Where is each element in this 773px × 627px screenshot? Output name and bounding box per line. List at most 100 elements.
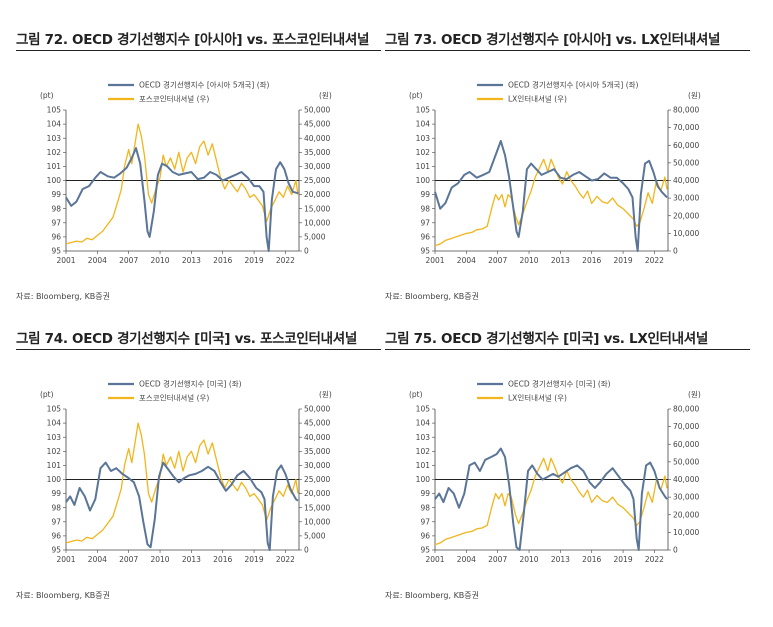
right-tick-label: 20,000 bbox=[673, 510, 699, 519]
x-tick-label: 2007 bbox=[119, 256, 138, 265]
right-tick-label: 70,000 bbox=[673, 422, 699, 431]
right-tick-label: 45,000 bbox=[304, 120, 330, 129]
right-tick-label: 30,000 bbox=[673, 194, 699, 203]
left-tick-label: 99 bbox=[420, 190, 430, 199]
left-tick-label: 105 bbox=[47, 405, 62, 414]
legend-label-2: LX인터내셔널 (우) bbox=[508, 94, 567, 104]
right-tick-label: 60,000 bbox=[673, 440, 699, 449]
source-note: 자료: Bloomberg, KB증권 bbox=[385, 591, 480, 600]
left-tick-label: 103 bbox=[47, 433, 62, 442]
left-tick-label: 95 bbox=[51, 546, 61, 555]
title-divider bbox=[16, 349, 381, 350]
x-tick-label: 2001 bbox=[56, 256, 75, 265]
left-tick-label: 102 bbox=[416, 148, 431, 157]
legend-label-1: OECD 경기선행지수 [아시아 5개국] (좌) bbox=[139, 80, 270, 90]
left-tick-label: 105 bbox=[47, 106, 62, 115]
x-tick-label: 2013 bbox=[551, 256, 570, 265]
left-tick-label: 102 bbox=[47, 148, 62, 157]
left-tick-label: 99 bbox=[51, 489, 61, 498]
stock-price-series-line bbox=[65, 123, 299, 245]
left-tick-label: 101 bbox=[47, 461, 62, 470]
legend-label-1: OECD 경기선행지수 [아시아 5개국] (좌) bbox=[508, 80, 639, 90]
right-tick-label: 30,000 bbox=[304, 461, 330, 470]
right-tick-label: 50,000 bbox=[673, 158, 699, 167]
right-tick-label: 10,000 bbox=[304, 517, 330, 526]
right-tick-label: 80,000 bbox=[673, 106, 699, 115]
right-tick-label: 20,000 bbox=[304, 190, 330, 199]
left-tick-label: 98 bbox=[51, 503, 61, 512]
left-tick-label: 101 bbox=[416, 162, 431, 171]
figure-title: 그림 75. OECD 경기선행지수 [미국] vs. LX인터내셔널 bbox=[385, 331, 709, 347]
right-tick-label: 10,000 bbox=[304, 218, 330, 227]
oecd-series-line bbox=[65, 147, 299, 252]
x-tick-label: 2010 bbox=[150, 256, 169, 265]
left-tick-label: 104 bbox=[47, 120, 62, 129]
right-tick-label: 0 bbox=[673, 247, 678, 256]
left-tick-label: 95 bbox=[420, 546, 430, 555]
left-tick-label: 100 bbox=[47, 176, 62, 185]
x-tick-label: 2007 bbox=[119, 555, 138, 564]
chart-figure-74: (pt) (원) 95 96 97 98 99 100 101 102 103 104 105 0 5,00… bbox=[40, 379, 332, 564]
right-tick-label: 50,000 bbox=[304, 405, 330, 414]
x-tick-label: 2016 bbox=[213, 256, 232, 265]
left-tick-label: 95 bbox=[420, 247, 430, 256]
left-tick-label: 102 bbox=[416, 447, 431, 456]
left-axis-unit: (pt) bbox=[40, 390, 54, 399]
x-tick-label: 2022 bbox=[645, 256, 664, 265]
x-tick-label: 2022 bbox=[276, 256, 295, 265]
left-tick-label: 98 bbox=[420, 204, 430, 213]
right-tick-label: 10,000 bbox=[673, 528, 699, 537]
right-tick-label: 50,000 bbox=[304, 106, 330, 115]
right-tick-label: 70,000 bbox=[673, 123, 699, 132]
right-tick-label: 25,000 bbox=[304, 475, 330, 484]
right-tick-label: 40,000 bbox=[673, 475, 699, 484]
right-tick-label: 50,000 bbox=[673, 457, 699, 466]
right-tick-label: 40,000 bbox=[304, 433, 330, 442]
x-tick-label: 2010 bbox=[150, 555, 169, 564]
legend-label-2: 포스코인터내셔널 (우) bbox=[139, 94, 209, 104]
right-tick-label: 5,000 bbox=[304, 532, 326, 541]
chart-figure-73: (pt) (원) 95 96 97 98 99 100 101 102 103 104 105 0 10,0… bbox=[409, 80, 701, 265]
x-tick-label: 2013 bbox=[551, 555, 570, 564]
title-divider bbox=[385, 50, 750, 51]
oecd-series-line bbox=[434, 140, 668, 252]
stock-price-series-line bbox=[434, 457, 668, 546]
left-axis-unit: (pt) bbox=[409, 91, 423, 100]
left-tick-label: 100 bbox=[47, 475, 62, 484]
left-tick-label: 105 bbox=[416, 405, 431, 414]
right-tick-label: 35,000 bbox=[304, 148, 330, 157]
left-tick-label: 104 bbox=[416, 120, 431, 129]
left-tick-label: 97 bbox=[420, 218, 430, 227]
right-tick-label: 0 bbox=[673, 546, 678, 555]
right-tick-label: 20,000 bbox=[673, 211, 699, 220]
right-tick-label: 40,000 bbox=[673, 176, 699, 185]
x-tick-label: 2001 bbox=[56, 555, 75, 564]
right-tick-label: 45,000 bbox=[304, 419, 330, 428]
oecd-series-line bbox=[65, 461, 299, 551]
left-tick-label: 103 bbox=[416, 433, 431, 442]
right-axis-unit: (원) bbox=[688, 91, 701, 100]
right-tick-label: 15,000 bbox=[304, 204, 330, 213]
x-tick-label: 2001 bbox=[425, 555, 444, 564]
left-tick-label: 96 bbox=[420, 532, 430, 541]
right-axis-unit: (원) bbox=[319, 91, 332, 100]
figure-title: 그림 72. OECD 경기선행지수 [아시아] vs. 포스코인터내셔널 bbox=[16, 32, 370, 48]
left-tick-label: 98 bbox=[51, 204, 61, 213]
x-tick-label: 2010 bbox=[519, 256, 538, 265]
left-tick-label: 99 bbox=[51, 190, 61, 199]
right-tick-label: 60,000 bbox=[673, 141, 699, 150]
chart-figure-75: (pt) (원) 95 96 97 98 99 100 101 102 103 104 105 0 10,0… bbox=[409, 379, 701, 564]
right-tick-label: 5,000 bbox=[304, 233, 326, 242]
chart-panel-4: 그림 75. OECD 경기선행지수 [미국] vs. LX인터내셔널 (pt)… bbox=[385, 327, 755, 627]
chart-figure-72: (pt) (원) 95 96 97 98 99 100 101 102 103 104 105 0 5,00… bbox=[40, 80, 332, 265]
left-tick-label: 96 bbox=[51, 532, 61, 541]
x-tick-label: 2004 bbox=[457, 256, 476, 265]
right-tick-label: 20,000 bbox=[304, 489, 330, 498]
figure-title: 그림 73. OECD 경기선행지수 [아시아] vs. LX인터내셔널 bbox=[385, 32, 721, 48]
x-tick-label: 2004 bbox=[457, 555, 476, 564]
x-tick-label: 2004 bbox=[88, 555, 107, 564]
x-tick-label: 2004 bbox=[88, 256, 107, 265]
x-tick-label: 2019 bbox=[614, 256, 633, 265]
left-tick-label: 97 bbox=[420, 517, 430, 526]
x-tick-label: 2016 bbox=[582, 256, 601, 265]
